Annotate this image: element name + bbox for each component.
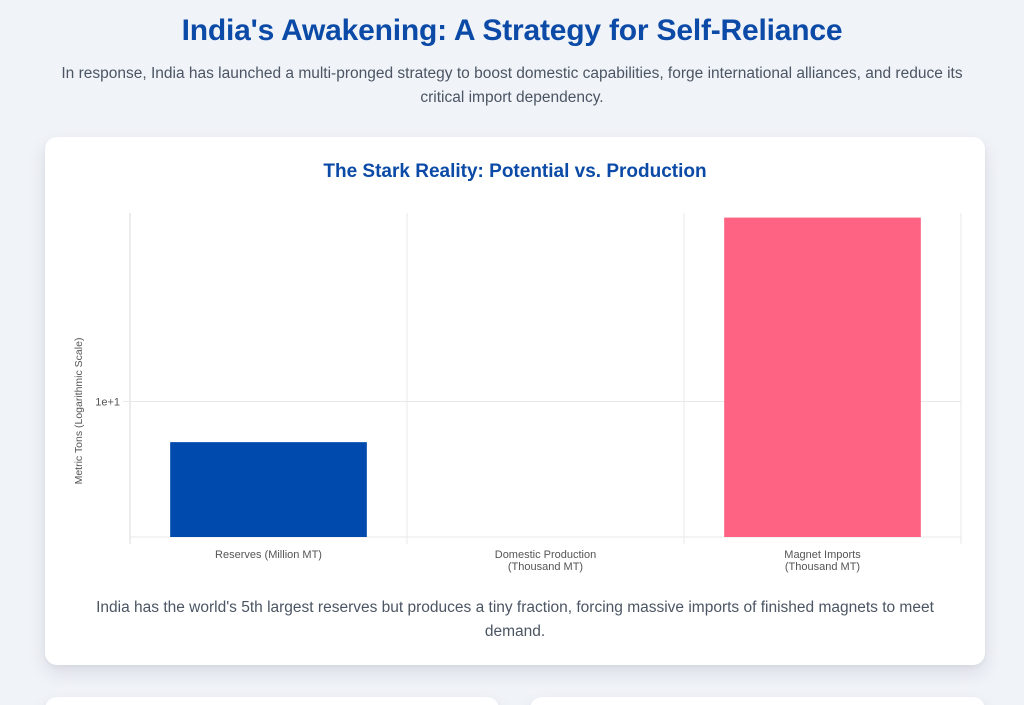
bar-2 — [724, 217, 921, 537]
bar-chart: 1e+1 Reserves (Million MT) Domestic Produc… — [73, 213, 962, 573]
chart-caption: India has the world's 5th largest reserv… — [96, 599, 934, 640]
x-tick-label: Magnet Imports — [784, 549, 861, 561]
lower-card-right — [530, 697, 985, 705]
bar-0 — [170, 442, 367, 537]
page-subtitle: In response, India has launched a multi-… — [61, 65, 963, 106]
x-tick-label: Domestic Production — [495, 549, 597, 561]
page-title: India's Awakening: A Strategy for Self-R… — [181, 14, 843, 47]
y-tick-label: 1e+1 — [95, 397, 120, 409]
x-tick-label: (Thousand MT) — [785, 561, 860, 573]
chart-title: The Stark Reality: Potential vs. Product… — [323, 161, 707, 182]
y-axis-title: Metric Tons (Logarithmic Scale) — [73, 338, 85, 485]
chart-card: The Stark Reality: Potential vs. Product… — [45, 137, 985, 665]
lower-card-left — [45, 697, 499, 705]
x-tick-label: (Thousand MT) — [508, 561, 583, 573]
x-tick-label: Reserves (Million MT) — [215, 549, 322, 561]
